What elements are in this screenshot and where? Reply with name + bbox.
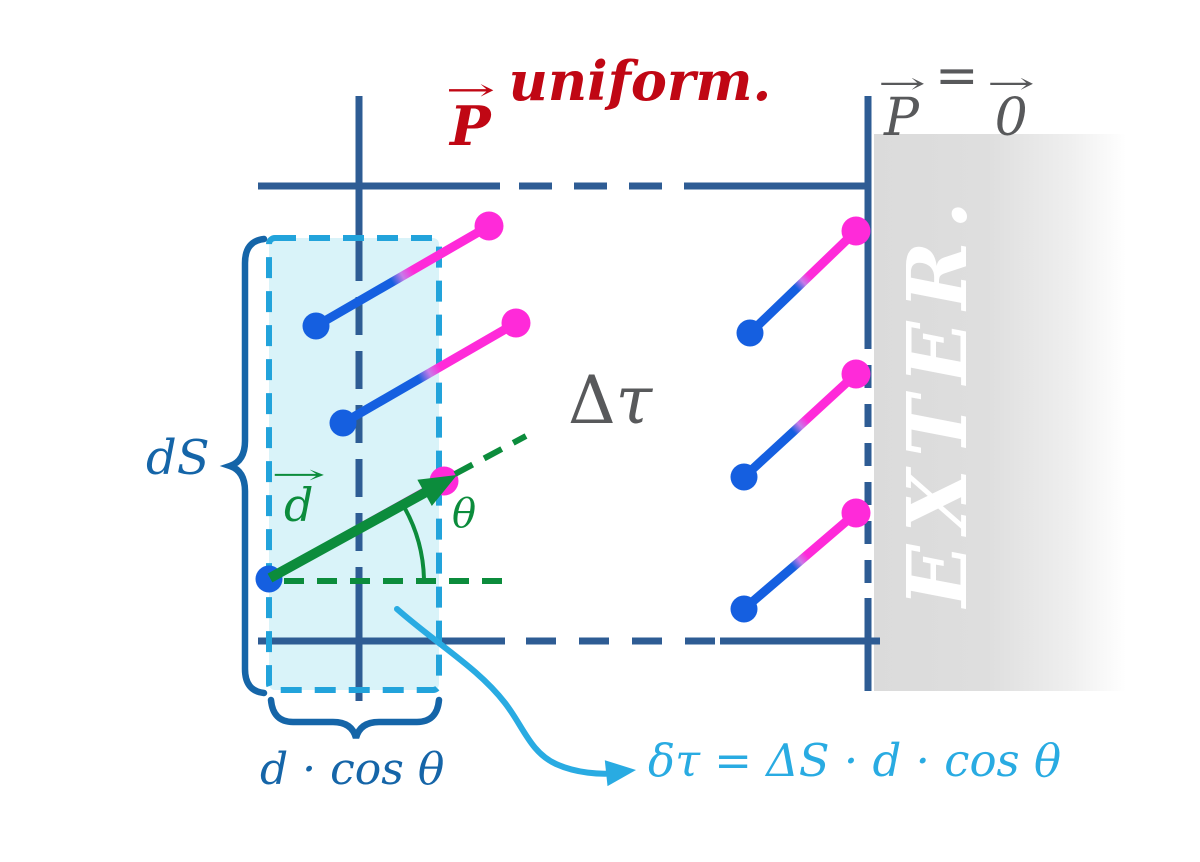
formula-pointer-curve (394, 606, 621, 777)
dipole-line (746, 227, 860, 337)
label-surface-element: dS (146, 430, 210, 486)
dipole-positive-charge (474, 211, 504, 241)
displacement-arrow-shaft (267, 483, 437, 583)
dipole-line (740, 370, 860, 481)
dipole-positive-charge (841, 359, 871, 389)
label-angle: θ (452, 491, 477, 537)
surface-layer-dashed-border (266, 235, 442, 693)
dipole-negative-charge (730, 595, 758, 623)
green-dashed-reference-line (453, 433, 528, 477)
vector-arrow-icon: → (445, 73, 496, 108)
label-volume: Δτ (568, 362, 653, 439)
angle-arc (401, 503, 426, 580)
dipole-negative-charge (302, 312, 330, 340)
surface-layer-fill (269, 238, 439, 690)
dipole-line (340, 319, 519, 427)
dipole-negative-charge (736, 319, 764, 347)
p-vector: → P (445, 73, 496, 159)
thickness-brace (267, 696, 443, 739)
label-p-zero: → P = → 0 (877, 46, 1036, 148)
vector-arrow-icon: → (987, 66, 1036, 100)
dipole-negative-charge (329, 409, 357, 437)
label-layer-thickness: d · cos θ (260, 744, 445, 795)
p-vector: → P (877, 66, 926, 148)
dipole-positive-charge (501, 308, 531, 338)
formula-pointer-arrow-head (604, 760, 636, 787)
dipole-negative-charge (730, 463, 758, 491)
exterior-region (874, 134, 1126, 691)
zero-vector: → 0 (987, 66, 1036, 148)
vector-arrow-icon: → (271, 460, 327, 489)
dipole-positive-charge (841, 498, 871, 528)
d-vector: → d (271, 460, 327, 532)
dipole-line (313, 222, 492, 330)
label-formula: δτ = ΔS · d · cos θ (648, 734, 1062, 787)
label-displacement-vector: → d (271, 444, 327, 532)
vector-arrow-icon: → (877, 66, 926, 100)
dipole-line (741, 509, 859, 613)
dipole-positive-charge (841, 216, 871, 246)
ds-brace (219, 235, 268, 697)
displacement-arrow-head (417, 475, 457, 506)
